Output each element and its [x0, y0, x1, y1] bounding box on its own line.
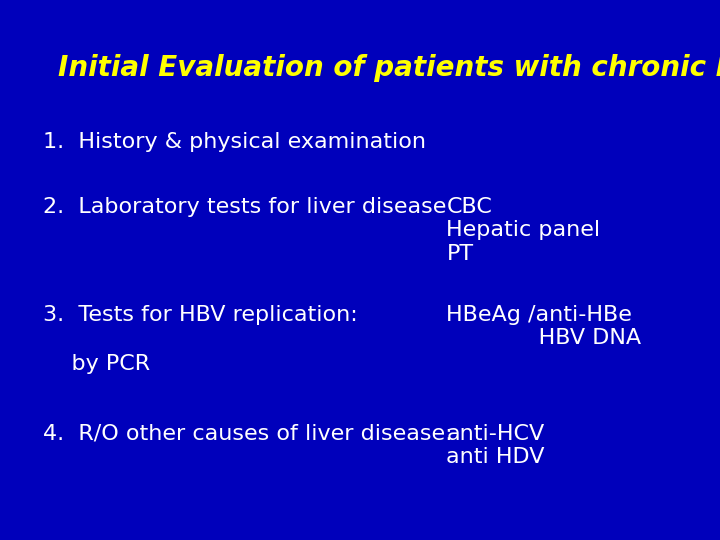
Text: 2.  Laboratory tests for liver disease: 2. Laboratory tests for liver disease	[43, 197, 446, 217]
Text: Initial Evaluation of patients with chronic HBV: Initial Evaluation of patients with chro…	[58, 53, 720, 82]
Text: anti-HCV
anti HDV: anti-HCV anti HDV	[446, 424, 545, 467]
Text: 1.  History & physical examination: 1. History & physical examination	[43, 132, 426, 152]
Text: 3.  Tests for HBV replication:: 3. Tests for HBV replication:	[43, 305, 358, 325]
Text: HBeAg /anti-HBe
             HBV DNA: HBeAg /anti-HBe HBV DNA	[446, 305, 642, 348]
Text: 4.  R/O other causes of liver disease:: 4. R/O other causes of liver disease:	[43, 424, 453, 444]
Text: CBC
Hepatic panel
PT: CBC Hepatic panel PT	[446, 197, 600, 264]
Text: by PCR: by PCR	[43, 354, 150, 374]
